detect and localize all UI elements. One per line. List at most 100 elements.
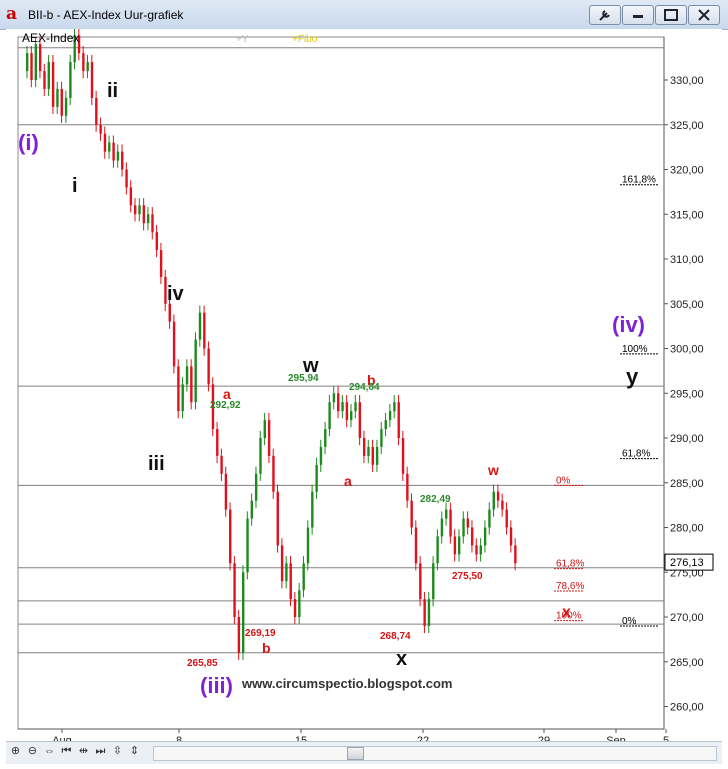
wave-label-ii: ii bbox=[107, 80, 118, 102]
price-label-294: 294,84 bbox=[349, 382, 380, 393]
candle-body bbox=[146, 214, 150, 224]
candle-body bbox=[479, 545, 482, 555]
zoom-out-icon[interactable]: ⊖ bbox=[27, 745, 38, 757]
candle-body bbox=[315, 464, 318, 492]
minimize-button[interactable] bbox=[622, 5, 654, 25]
x-tick-label: Sep bbox=[606, 735, 626, 741]
candle-body bbox=[103, 133, 107, 152]
candle-body bbox=[229, 509, 232, 564]
candle-body bbox=[220, 455, 223, 474]
candle-body bbox=[445, 509, 448, 519]
candle-body bbox=[134, 205, 137, 215]
watermark-url: www.circumspectio.blogspot.com bbox=[241, 676, 452, 691]
fit-icon[interactable]: ⇹ bbox=[78, 745, 89, 757]
candle-body bbox=[259, 438, 262, 474]
wave-label-x-red: x bbox=[562, 604, 571, 621]
last-icon[interactable]: ⏭ bbox=[95, 745, 106, 757]
price-chart[interactable]: 330,00 325,00 320,00 315,00 310,00 305,00 300,… bbox=[6, 29, 722, 741]
candle-body bbox=[362, 438, 366, 456]
candle-body bbox=[198, 312, 202, 340]
wave-label-w: w bbox=[302, 355, 319, 377]
candle-body bbox=[367, 446, 370, 456]
candle-body bbox=[410, 500, 413, 528]
price-label-282: 282,49 bbox=[420, 494, 451, 505]
candle-body bbox=[267, 420, 271, 456]
overlay-y-label: +Y bbox=[236, 34, 249, 45]
scrollbar-thumb[interactable] bbox=[347, 747, 364, 760]
fibo-red-label: 78,6% bbox=[556, 581, 584, 592]
y-tick-label: 325,00 bbox=[670, 120, 704, 132]
candle-body bbox=[155, 232, 158, 251]
candle-body bbox=[82, 53, 85, 72]
candle-body bbox=[492, 491, 495, 510]
candle-body bbox=[466, 518, 470, 528]
settings-button[interactable] bbox=[589, 5, 621, 25]
y-tick-label: 330,00 bbox=[670, 75, 704, 87]
candle-body bbox=[345, 402, 349, 421]
candle-body bbox=[142, 205, 146, 224]
candle-body bbox=[384, 420, 387, 430]
price-label-265: 265,85 bbox=[187, 658, 218, 669]
scale-icon[interactable]: ⇳ bbox=[112, 745, 123, 757]
y-tick-label: 265,00 bbox=[670, 657, 704, 669]
wave-label-iv: iv bbox=[167, 283, 185, 305]
candle-body bbox=[470, 527, 474, 546]
candle-body bbox=[181, 384, 184, 412]
candle-body bbox=[354, 402, 357, 412]
candle-body bbox=[449, 509, 452, 537]
candle-body bbox=[151, 214, 154, 233]
close-button[interactable] bbox=[688, 5, 720, 25]
candle-body bbox=[509, 527, 513, 546]
title-bar: a BII-b - AEX-Index Uur-grafiek bbox=[0, 0, 728, 30]
wave-label-w-red: w bbox=[487, 462, 499, 478]
chart-area[interactable]: 330,00 325,00 320,00 315,00 310,00 305,00 300,… bbox=[6, 29, 722, 743]
candle-body bbox=[462, 518, 465, 537]
y-tick-label: 270,00 bbox=[670, 612, 704, 624]
first-icon[interactable]: ⏮ bbox=[61, 745, 72, 757]
y-tick-label: 305,00 bbox=[670, 299, 704, 311]
x-tick-label: 15 bbox=[295, 735, 307, 741]
x-tick-label: Aug bbox=[52, 735, 72, 741]
candle-body bbox=[168, 303, 171, 322]
candle-body bbox=[427, 599, 431, 626]
fibo-red-label: 61,8% bbox=[556, 559, 584, 570]
candle-body bbox=[371, 446, 374, 465]
candle-body bbox=[453, 536, 457, 555]
candle-body bbox=[207, 348, 210, 385]
restore-button[interactable] bbox=[655, 5, 687, 25]
candle-body bbox=[185, 366, 189, 385]
candle-body bbox=[458, 536, 461, 555]
candle-body bbox=[306, 527, 310, 564]
zoom-in-icon[interactable]: ⊕ bbox=[10, 745, 21, 757]
wave-label-iii-primary: (iii) bbox=[200, 673, 233, 698]
candle-body bbox=[324, 429, 327, 447]
candle-body bbox=[388, 411, 392, 421]
candle-body bbox=[289, 563, 292, 600]
fibo-black-label: 61,8% bbox=[622, 449, 650, 460]
y-tick-label: 290,00 bbox=[670, 433, 704, 445]
candle-body bbox=[56, 88, 59, 107]
candle-body bbox=[69, 62, 72, 98]
price-label-292: 292,92 bbox=[210, 400, 241, 411]
candle-body bbox=[73, 35, 76, 63]
candle-body bbox=[194, 339, 197, 403]
y-tick-label: 315,00 bbox=[670, 209, 704, 221]
candle-body bbox=[293, 599, 297, 617]
price-label-269: 269,19 bbox=[245, 628, 276, 639]
candle-body bbox=[488, 509, 491, 528]
candle-body bbox=[108, 142, 111, 152]
candle-body bbox=[263, 420, 266, 438]
candle-body bbox=[432, 563, 435, 600]
price-label-275: 275,50 bbox=[452, 571, 483, 582]
last-price-label: 276,13 bbox=[670, 557, 704, 569]
y-tick-label: 295,00 bbox=[670, 388, 704, 400]
compress-icon[interactable]: ⇕ bbox=[129, 745, 140, 757]
candle-body bbox=[272, 455, 275, 492]
restore-icon bbox=[664, 9, 678, 21]
price-label-295: 295,94 bbox=[288, 373, 319, 384]
expand-icon[interactable]: ⇔ bbox=[44, 745, 55, 757]
horizontal-scrollbar[interactable] bbox=[153, 746, 717, 761]
overlay-fibo-label: +Fibo bbox=[292, 34, 318, 45]
wave-label-iii: iii bbox=[148, 453, 165, 475]
fibo-black-label: 0% bbox=[622, 616, 637, 627]
